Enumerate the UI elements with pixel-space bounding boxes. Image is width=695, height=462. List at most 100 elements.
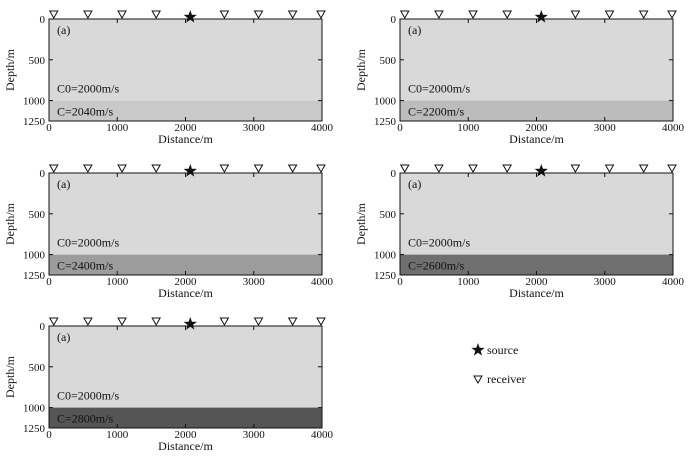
y-tick-label: 500 (380, 55, 397, 67)
panel-label: (a) (57, 177, 70, 191)
y-tick-label: 0 (391, 14, 397, 26)
layer-fill-2 (49, 407, 322, 428)
y-axis-label: Depth/m (3, 202, 17, 245)
receiver-triangle-icon (117, 10, 127, 20)
x-tick-label: 1000 (457, 276, 480, 288)
layer-fill-2 (49, 100, 322, 121)
x-tick-label: 2000 (175, 429, 198, 441)
x-tick-label: 3000 (243, 276, 266, 288)
y-tick-label: 1000 (23, 250, 46, 262)
x-axis-label: Distance/m (509, 286, 564, 300)
legend-source-star-icon (471, 343, 485, 356)
receiver-triangle-icon (399, 10, 410, 20)
x-tick-label: 0 (46, 276, 52, 288)
legend: source receiver (471, 343, 526, 386)
layer-label-lower: C=2200m/s (408, 105, 464, 119)
layer-label-lower: C=2400m/s (57, 259, 113, 273)
layer-label-upper: C0=2000m/s (57, 82, 119, 96)
x-tick-label: 4000 (662, 276, 685, 288)
receiver-triangle-icon (151, 10, 162, 20)
layer-fill-1 (49, 19, 322, 101)
x-tick-label: 1000 (106, 276, 129, 288)
receiver-triangle-icon (468, 164, 478, 174)
x-tick-label: 0 (397, 122, 403, 134)
panel-label: (a) (408, 177, 421, 191)
y-tick-label: 1250 (23, 116, 46, 128)
source-star-icon (183, 10, 197, 23)
y-tick-label: 1250 (23, 270, 46, 282)
receiver-triangle-icon (434, 10, 444, 20)
source-star-icon (534, 10, 548, 23)
x-tick-label: 3000 (594, 276, 617, 288)
layer-fill-1 (400, 19, 673, 101)
receiver-triangle-icon (502, 164, 513, 174)
y-tick-label: 1000 (23, 403, 46, 415)
receiver-triangle-icon (253, 10, 264, 20)
receiver-triangle-icon (151, 164, 162, 174)
layer-label-upper: C0=2000m/s (408, 82, 470, 96)
y-tick-label: 1250 (23, 423, 46, 435)
y-axis-label: Depth/m (354, 202, 368, 245)
receiver-triangle-icon (570, 164, 581, 174)
receiver-triangle-icon (287, 317, 298, 327)
receiver-triangle-icon (638, 10, 649, 20)
layer-fill-1 (49, 326, 322, 408)
receiver-triangle-icon (48, 317, 59, 327)
layer-fill-2 (400, 100, 673, 121)
receiver-triangle-icon (399, 164, 410, 174)
y-tick-label: 500 (29, 209, 46, 221)
layer-label-upper: C0=2000m/s (57, 236, 119, 250)
x-tick-label: 4000 (311, 122, 334, 134)
x-tick-label: 3000 (243, 122, 266, 134)
x-tick-label: 2000 (526, 276, 549, 288)
y-tick-label: 0 (40, 168, 46, 180)
receiver-triangle-icon (468, 10, 478, 20)
source-star-icon (183, 164, 197, 177)
y-tick-label: 1250 (374, 116, 397, 128)
x-tick-label: 0 (397, 276, 403, 288)
x-tick-label: 2000 (175, 276, 198, 288)
x-tick-label: 4000 (662, 122, 685, 134)
panel-label: (a) (57, 23, 70, 37)
receiver-triangle-icon (48, 164, 59, 174)
layer-fill-1 (49, 173, 322, 255)
layer-fill-2 (49, 254, 322, 275)
x-axis-label: Distance/m (158, 286, 213, 300)
receiver-triangle-icon (638, 164, 649, 174)
y-tick-label: 1000 (23, 96, 46, 108)
y-tick-label: 1000 (374, 250, 397, 262)
panel-3: 0 1000 2000 3000 4000 0 500 1000 1250 Distance/m D… (3, 164, 334, 300)
receiver-triangle-icon (316, 317, 326, 327)
source-star-icon (183, 317, 197, 330)
y-tick-label: 0 (40, 14, 46, 26)
layer-label-upper: C0=2000m/s (57, 389, 119, 403)
receiver-triangle-icon (667, 164, 677, 174)
panel-5: 0 1000 2000 3000 4000 0 500 1000 1250 Distance/m D… (3, 317, 334, 453)
x-tick-label: 4000 (311, 276, 334, 288)
x-axis-label: Distance/m (158, 439, 213, 453)
x-axis-label: Distance/m (509, 132, 564, 146)
y-tick-label: 500 (29, 362, 46, 374)
receiver-triangle-icon (502, 10, 513, 20)
legend-source-label: source (487, 343, 518, 357)
receiver-triangle-icon (316, 10, 326, 20)
receiver-triangle-icon (83, 164, 93, 174)
receiver-triangle-icon (287, 164, 298, 174)
legend-receiver-triangle-icon (473, 375, 483, 385)
receiver-triangle-icon (253, 317, 264, 327)
receiver-triangle-icon (316, 164, 326, 174)
layer-label-upper: C0=2000m/s (408, 236, 470, 250)
y-axis-label: Depth/m (3, 355, 17, 398)
x-tick-label: 2000 (175, 122, 198, 134)
layer-fill-2 (400, 254, 673, 275)
receiver-triangle-icon (434, 164, 444, 174)
x-tick-label: 2000 (526, 122, 549, 134)
receiver-triangle-icon (83, 317, 93, 327)
x-tick-label: 1000 (106, 122, 129, 134)
layer-label-lower: C=2800m/s (57, 412, 113, 426)
receiver-triangle-icon (287, 10, 298, 20)
receiver-triangle-icon (117, 317, 127, 327)
source-star-icon (534, 164, 548, 177)
receiver-triangle-icon (253, 164, 264, 174)
